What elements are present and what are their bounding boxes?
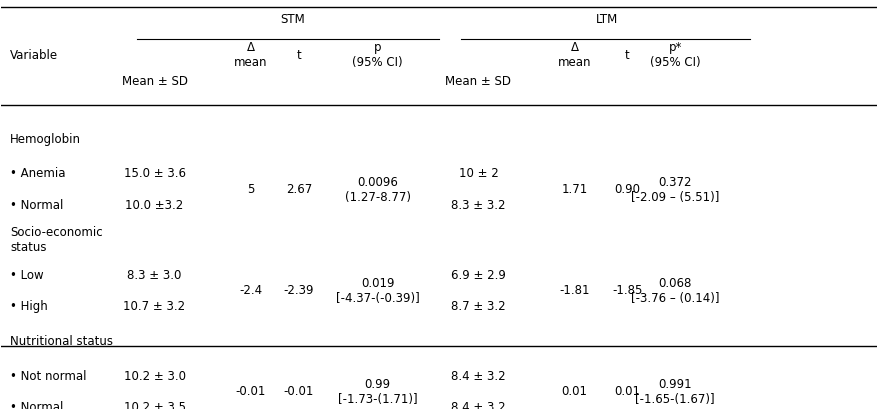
Text: 0.01: 0.01 [561,384,587,398]
Text: 10 ± 2: 10 ± 2 [458,167,497,180]
Text: 8.4 ± 3.2: 8.4 ± 3.2 [451,369,505,382]
Text: 15.0 ± 3.6: 15.0 ± 3.6 [124,167,185,180]
Text: 6.9 ± 2.9: 6.9 ± 2.9 [451,268,505,281]
Text: 8.3 ± 3.2: 8.3 ± 3.2 [451,198,505,211]
Text: 10.7 ± 3.2: 10.7 ± 3.2 [124,299,185,312]
Text: 0.019
[-4.37-(-0.39)]: 0.019 [-4.37-(-0.39)] [336,276,419,304]
Text: 8.4 ± 3.2: 8.4 ± 3.2 [451,400,505,409]
Text: Nutritional status: Nutritional status [11,334,113,347]
Text: Variable: Variable [11,49,58,62]
Text: -2.4: -2.4 [239,283,262,297]
Text: p*
(95% CI): p* (95% CI) [649,41,700,69]
Text: p
(95% CI): p (95% CI) [352,41,403,69]
Text: Mean ± SD: Mean ± SD [445,75,510,88]
Text: STM: STM [280,13,304,26]
Text: Hemoglobin: Hemoglobin [11,132,81,145]
Text: 0.01: 0.01 [614,384,639,398]
Text: LTM: LTM [595,13,618,26]
Text: Δ
mean: Δ mean [557,41,591,69]
Text: Mean ± SD: Mean ± SD [121,75,188,88]
Text: t: t [624,49,629,62]
Text: 0.0096
(1.27-8.77): 0.0096 (1.27-8.77) [345,175,410,203]
Text: 0.99
[-1.73-(1.71)]: 0.99 [-1.73-(1.71)] [338,377,417,405]
Text: 5: 5 [246,183,254,196]
Text: 0.068
[-3.76 – (0.14)]: 0.068 [-3.76 – (0.14)] [631,276,719,304]
Text: • Low: • Low [11,268,44,281]
Text: • High: • High [11,299,48,312]
Text: 10.0 ±3.2: 10.0 ±3.2 [125,198,183,211]
Text: Socio-economic
status: Socio-economic status [11,226,103,254]
Text: -1.85: -1.85 [611,283,642,297]
Text: 8.3 ± 3.0: 8.3 ± 3.0 [127,268,182,281]
Text: • Normal: • Normal [11,400,63,409]
Text: • Anemia: • Anemia [11,167,66,180]
Text: • Not normal: • Not normal [11,369,87,382]
Text: -1.81: -1.81 [559,283,589,297]
Text: • Normal: • Normal [11,198,63,211]
Text: t: t [296,49,301,62]
Text: 0.90: 0.90 [614,183,639,196]
Text: 8.7 ± 3.2: 8.7 ± 3.2 [451,299,505,312]
Text: Δ
mean: Δ mean [234,41,267,69]
Text: 1.71: 1.71 [561,183,587,196]
Text: -2.39: -2.39 [283,283,314,297]
Text: 10.2 ± 3.5: 10.2 ± 3.5 [124,400,185,409]
Text: 10.2 ± 3.0: 10.2 ± 3.0 [124,369,185,382]
Text: 0.991
[-1.65-(1.67)]: 0.991 [-1.65-(1.67)] [635,377,714,405]
Text: 2.67: 2.67 [286,183,311,196]
Text: -0.01: -0.01 [283,384,314,398]
Text: 0.372
[-2.09 – (5.51)]: 0.372 [-2.09 – (5.51)] [631,175,718,203]
Text: -0.01: -0.01 [235,384,266,398]
